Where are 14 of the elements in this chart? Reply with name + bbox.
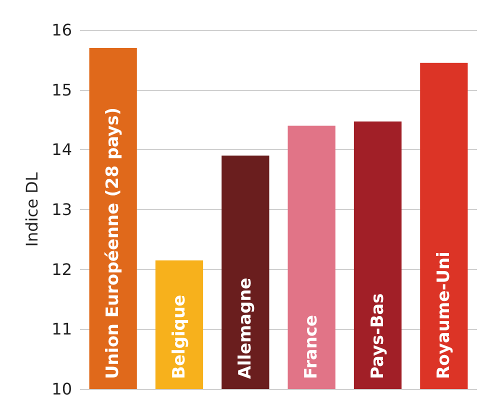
- x-tick-label: France: [302, 314, 322, 379]
- y-tick-label: 12: [52, 260, 72, 279]
- y-tick-label: 15: [52, 80, 72, 100]
- y-tick-label: 13: [52, 200, 72, 219]
- y-tick-label: 16: [52, 20, 72, 40]
- x-tick-label: Union Européenne (28 pays): [103, 107, 124, 379]
- x-tick-label: Royaume-Uni: [434, 252, 454, 379]
- x-tick-label: Allemagne: [235, 278, 256, 379]
- y-axis-title: Indice DL: [22, 172, 42, 247]
- x-tick-label: Pays-Bas: [368, 293, 388, 379]
- y-tick-label: 10: [52, 380, 72, 398]
- y-tick-label: 14: [52, 140, 72, 160]
- y-tick-label: 11: [52, 320, 72, 339]
- x-tick-label: Belgique: [169, 294, 190, 379]
